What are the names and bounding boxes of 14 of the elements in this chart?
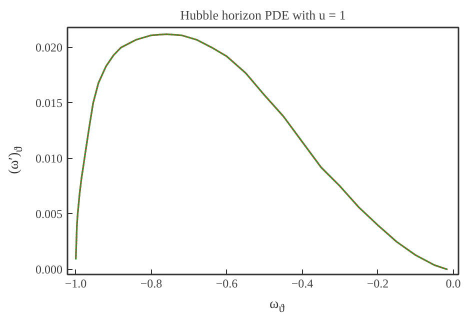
x-tick-label: −0.4 [291, 276, 314, 290]
y-tick-label: 0.010 [36, 151, 62, 166]
y-tick-label: 0.020 [36, 40, 62, 54]
y-tick-label: 0.005 [36, 207, 62, 221]
x-tick-label: −1.0 [64, 276, 87, 290]
line-series [75, 33, 448, 270]
y-tick-label: 0.000 [36, 262, 62, 277]
x-tick-label: −0.8 [140, 276, 162, 290]
x-tick-label: −0.6 [216, 276, 238, 290]
x-tick-label: −0.2 [366, 276, 389, 290]
x-axis-title: ω$_{ϑ}$ [270, 296, 284, 317]
chart-title: Hubble horizon PDE with u = 1 [180, 8, 346, 22]
x-tick-label: 0.0 [446, 276, 461, 290]
y-tick-label: 0.015 [36, 96, 62, 110]
